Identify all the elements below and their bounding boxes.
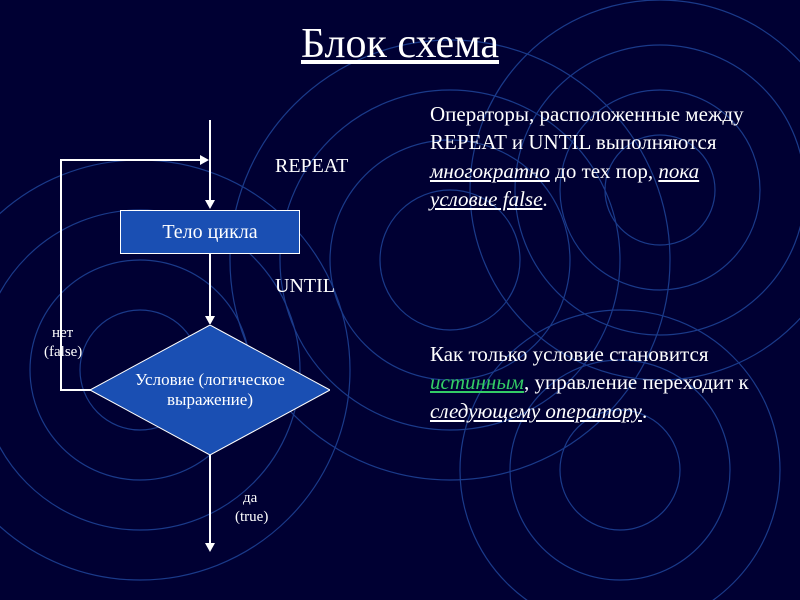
process-body: Тело цикла xyxy=(120,210,300,254)
flowchart: Тело цикла Условие (логическое выражение… xyxy=(40,100,400,580)
arrow-mid xyxy=(209,254,211,318)
description-2: Как только условие становится истинным, … xyxy=(430,340,770,425)
label-yes-top: да xyxy=(243,490,257,507)
label-no-top: нет xyxy=(52,325,73,342)
description-1: Операторы, расположенные между REPEAT и … xyxy=(430,100,770,213)
label-repeat: REPEAT xyxy=(275,155,348,178)
arrow-exit-head xyxy=(205,543,215,552)
label-no-bot: (false) xyxy=(44,344,82,361)
arrow-entry-head xyxy=(205,200,215,209)
arrow-entry xyxy=(209,120,211,202)
arrow-mid-head xyxy=(205,316,215,325)
process-body-label: Тело цикла xyxy=(162,221,257,244)
arrow-exit xyxy=(209,455,211,545)
label-until: UNTIL xyxy=(275,275,335,298)
loop-top-head xyxy=(200,155,209,165)
loop-top xyxy=(60,159,202,161)
page-title: Блок схема xyxy=(0,20,800,68)
label-yes-bot: (true) xyxy=(235,509,268,526)
decision-label: Условие (логическое выражение) xyxy=(90,325,330,455)
decision: Условие (логическое выражение) xyxy=(90,325,330,455)
